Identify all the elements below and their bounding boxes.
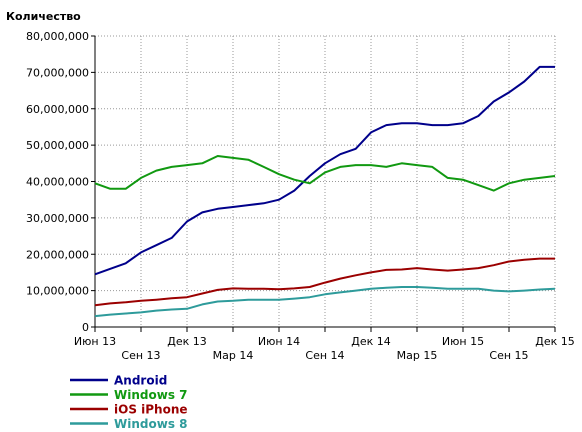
- series-lines: [94, 65, 556, 318]
- y-tick-label: 70,000,000: [26, 66, 89, 79]
- legend-label: Windows 7: [114, 388, 187, 402]
- y-tick-labels: 0 10,000,000 20,000,000 30,000,000 40,000,00…: [26, 30, 89, 334]
- x-tick-label: Июн 15: [442, 335, 484, 348]
- x-tick-label: Дек 13: [167, 335, 207, 348]
- y-tick-label: 20,000,000: [26, 248, 89, 261]
- x-tick-labels: Июн 13 Дек 13 Июн 14 Дек 14 Июн 15 Дек 15 Сен …: [74, 335, 575, 362]
- y-tick-label: 40,000,000: [26, 176, 89, 189]
- series-line-windows-7: [94, 155, 556, 192]
- x-tick-label: Июн 13: [74, 335, 116, 348]
- y-tick-label: 0: [82, 321, 89, 334]
- x-tick-label: Мар 15: [397, 349, 438, 362]
- x-tick-label: Сен 14: [305, 349, 344, 362]
- y-tick-label: 50,000,000: [26, 139, 89, 152]
- x-tick-label: Мар 14: [213, 349, 254, 362]
- y-tick-label: 30,000,000: [26, 212, 89, 225]
- legend-label: Windows 8: [114, 417, 187, 431]
- y-tick-label: 60,000,000: [26, 103, 89, 116]
- y-tick-label: 80,000,000: [26, 30, 89, 43]
- grid: [95, 35, 556, 327]
- legend-label: Android: [114, 374, 167, 388]
- y-tick-label: 10,000,000: [26, 285, 89, 298]
- x-tick-label: Сен 13: [121, 349, 160, 362]
- legend-label: iOS iPhone: [114, 403, 188, 417]
- series-line-android: [94, 65, 555, 276]
- x-tick-label: Сен 15: [489, 349, 528, 362]
- y-axis-title: Количество: [6, 10, 81, 23]
- series-line-windows-8: [94, 286, 556, 318]
- series-line-ios-iphone: [94, 257, 555, 307]
- x-tick-label: Июн 14: [258, 335, 300, 348]
- axes: [91, 35, 556, 332]
- x-tick-label: Дек 14: [351, 335, 391, 348]
- x-tick-label: Дек 15: [535, 335, 575, 348]
